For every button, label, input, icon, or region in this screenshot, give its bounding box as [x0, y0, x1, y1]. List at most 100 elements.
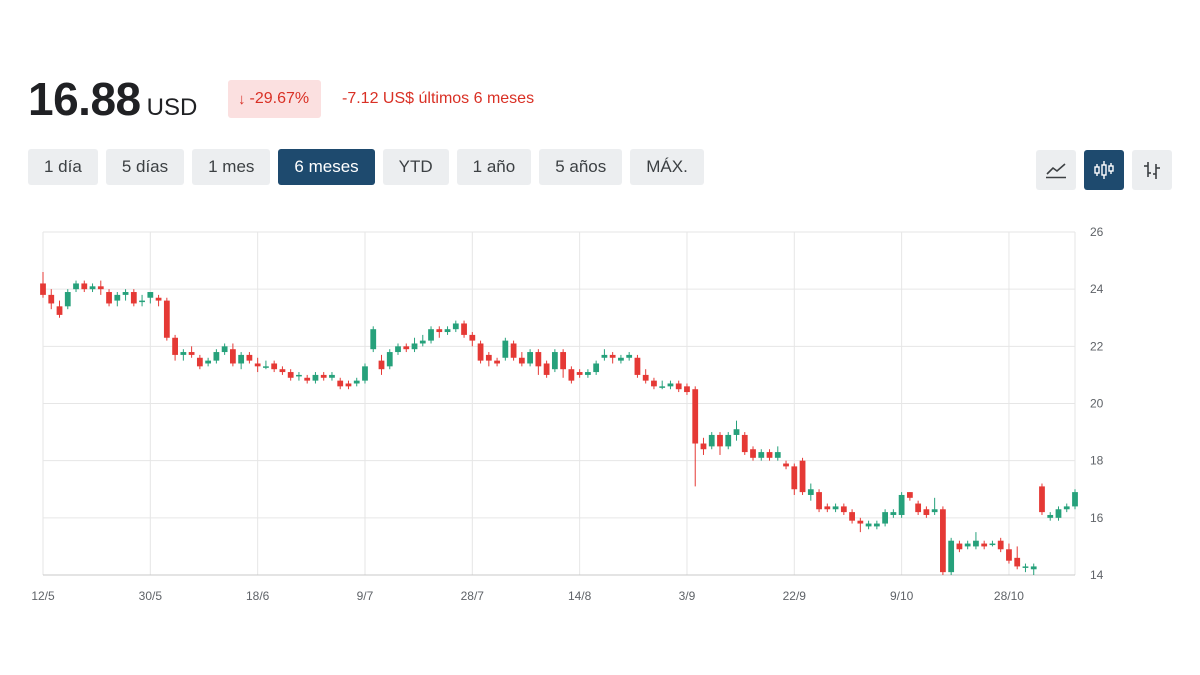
- candle-body: [139, 300, 145, 303]
- candle: [890, 509, 897, 518]
- range-button-1m[interactable]: 1 mes: [192, 149, 271, 185]
- candle: [832, 503, 839, 513]
- candle: [527, 349, 533, 367]
- x-tick-label: 12/5: [31, 589, 55, 603]
- candle-body: [452, 323, 459, 330]
- candle-body: [477, 343, 484, 361]
- candle: [585, 369, 591, 378]
- candle: [948, 537, 955, 575]
- candle-body: [708, 434, 715, 447]
- range-button-6m[interactable]: 6 meses: [278, 149, 375, 185]
- candle-body: [774, 452, 781, 458]
- range-button-ytd[interactable]: YTD: [382, 149, 449, 185]
- range-button-1d[interactable]: 1 día: [28, 149, 98, 185]
- range-button-max[interactable]: MÁX.: [630, 149, 704, 185]
- candle: [172, 334, 178, 361]
- ohlc-chart-button[interactable]: [1132, 150, 1172, 190]
- candle: [973, 532, 979, 550]
- candle-body: [824, 506, 831, 510]
- candle: [667, 380, 674, 390]
- y-tick-label: 24: [1090, 282, 1104, 296]
- arrow-down-icon: ↓: [238, 90, 246, 108]
- candle-body: [172, 337, 178, 355]
- candle: [717, 432, 723, 455]
- candle: [568, 366, 575, 384]
- candle-body: [832, 506, 839, 510]
- candle-body: [353, 380, 360, 384]
- candle-body: [229, 349, 236, 364]
- candle-body: [873, 523, 880, 527]
- candle-body: [758, 452, 765, 458]
- candle: [296, 372, 302, 381]
- price-chart[interactable]: 12/5 30/5 18/6 9/7 28/7 14/8 3/9 22/9 9/10 28/10 …: [0, 215, 1200, 615]
- candle: [576, 369, 583, 378]
- candle-body: [882, 512, 889, 524]
- candle: [725, 432, 732, 450]
- candle: [906, 492, 913, 501]
- candle-body: [395, 346, 401, 353]
- candle-body: [890, 512, 897, 515]
- candle-body: [345, 383, 352, 387]
- candle: [816, 489, 822, 513]
- candle: [634, 354, 641, 378]
- candle: [329, 372, 335, 381]
- chart-grid: [42, 231, 1076, 576]
- candle-body: [444, 329, 451, 333]
- x-tick-label: 9/7: [357, 589, 374, 603]
- candle: [81, 280, 88, 293]
- candlestick-chart-button[interactable]: [1084, 150, 1124, 190]
- candle: [940, 506, 946, 575]
- candle: [807, 483, 814, 501]
- candle: [494, 357, 500, 367]
- y-tick-label: 20: [1090, 397, 1104, 411]
- candle-body: [560, 352, 567, 370]
- range-button-5y[interactable]: 5 años: [539, 149, 623, 185]
- candle-body: [518, 357, 525, 364]
- candle: [139, 294, 145, 307]
- candle: [981, 540, 988, 550]
- x-axis: 12/5 30/5 18/6 9/7 28/7 14/8 3/9 22/9 9/10 28/10: [31, 589, 1024, 603]
- candle-body: [370, 329, 377, 350]
- candle: [898, 492, 905, 518]
- candle: [271, 360, 278, 373]
- candle: [857, 517, 864, 533]
- candle: [395, 343, 401, 355]
- candle: [287, 369, 294, 381]
- candle: [741, 432, 748, 455]
- candle-body: [791, 466, 798, 490]
- candle: [337, 377, 344, 390]
- y-tick-label: 26: [1090, 225, 1104, 239]
- candle: [882, 509, 889, 527]
- candle: [733, 420, 740, 441]
- range-button-5d[interactable]: 5 días: [105, 149, 185, 185]
- candle-body: [461, 323, 467, 335]
- candle-body: [651, 380, 657, 387]
- candle-body: [1047, 514, 1054, 518]
- candle: [254, 357, 261, 373]
- candle: [436, 326, 443, 338]
- candle: [155, 294, 162, 307]
- candle-body: [205, 360, 212, 364]
- candle-body: [535, 352, 542, 367]
- candle: [551, 349, 558, 373]
- time-range-selector: 1 día 5 días 1 mes 6 meses YTD 1 año 5 a…: [28, 149, 704, 185]
- candle-body: [585, 372, 591, 375]
- line-chart-button[interactable]: [1036, 150, 1076, 190]
- candle: [593, 360, 600, 375]
- chart-candles: [40, 272, 1078, 575]
- candle: [964, 540, 971, 550]
- candle-body: [48, 294, 55, 304]
- range-button-1y[interactable]: 1 año: [456, 149, 532, 185]
- x-tick-label: 3/9: [679, 589, 696, 603]
- candle: [849, 509, 855, 524]
- candle-body: [271, 363, 278, 370]
- candle-body: [840, 506, 847, 513]
- candle-body: [618, 357, 624, 361]
- candle: [543, 360, 550, 378]
- candle-body: [543, 363, 550, 375]
- candle-body: [807, 489, 814, 495]
- candle: [692, 386, 699, 487]
- change-percent-badge: ↓ -29.67%: [228, 80, 322, 118]
- candle-body: [692, 389, 699, 444]
- candle: [411, 337, 418, 353]
